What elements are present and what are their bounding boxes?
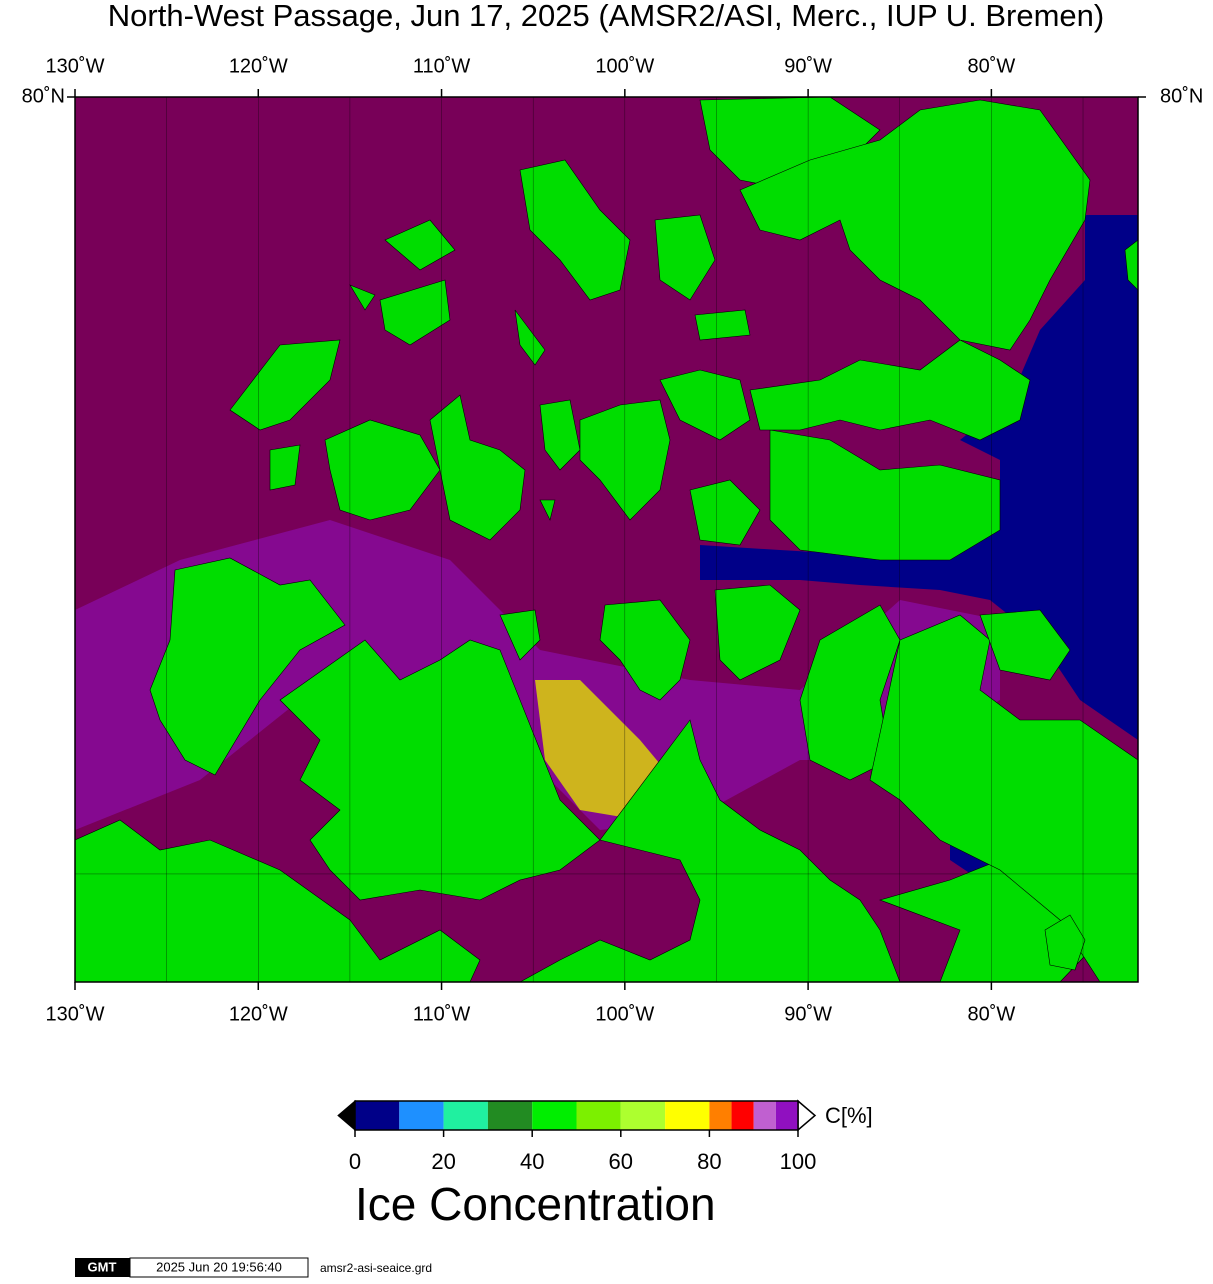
colorbar-segment — [443, 1101, 488, 1130]
map — [75, 97, 1138, 982]
colorbar-segment — [532, 1101, 577, 1130]
x-tick-label: 90˚W — [784, 55, 832, 77]
x-tick-label: 130˚W — [46, 1003, 105, 1025]
timestamp: 2025 Jun 20 19:56:40 — [156, 1259, 282, 1274]
colorbar-segment — [399, 1101, 444, 1130]
colorbar-tick-label: 0 — [349, 1149, 361, 1174]
colorbar-frame — [354, 1100, 799, 1131]
title: North-West Passage, Jun 17, 2025 (AMSR2/… — [108, 0, 1104, 33]
file-name: amsr2-asi-seaice.grd — [320, 1261, 432, 1275]
colorbar-segment — [731, 1101, 754, 1130]
open-water — [700, 215, 1138, 740]
colorbar-arrow — [797, 1099, 817, 1132]
x-tick-label: 100˚W — [595, 55, 654, 77]
x-tick-label: 110˚W — [413, 55, 471, 77]
logo: GMT — [88, 1259, 117, 1274]
colorbar-tick-label: 80 — [697, 1149, 721, 1174]
colorbar-tick-label: 60 — [609, 1149, 633, 1174]
colorbar-segment — [775, 1101, 798, 1130]
x-tick-label: 130˚W — [46, 55, 105, 77]
colorbar-segment — [487, 1101, 533, 1130]
land — [75, 97, 1138, 982]
colorbar-arrow — [337, 1099, 356, 1132]
y-tick-label: 80˚N — [22, 85, 65, 107]
logo-box — [75, 1258, 130, 1277]
x-tick-label: 120˚W — [229, 1003, 288, 1025]
colorbar-tick-label: 100 — [780, 1149, 817, 1174]
colorbar-tick-label: 20 — [431, 1149, 455, 1174]
colorbar-segment — [665, 1101, 710, 1130]
x-tick-label: 120˚W — [229, 55, 288, 77]
x-tick-label: 80˚W — [967, 1003, 1015, 1025]
x-tick-label: 80˚W — [967, 55, 1015, 77]
colorbar-title: Ice Concentration — [355, 1178, 716, 1230]
x-tick-label: 110˚W — [413, 1003, 471, 1025]
colorbar-segment — [576, 1101, 621, 1130]
colorbar-segment — [753, 1101, 776, 1130]
colorbar-segment — [709, 1101, 732, 1130]
timestamp-box — [129, 1257, 309, 1278]
colorbar-unit: C[%] — [825, 1103, 873, 1128]
colorbar-segment — [355, 1101, 400, 1130]
x-tick-label: 100˚W — [595, 1003, 654, 1025]
colorbar-segment — [620, 1101, 666, 1130]
x-tick-label: 90˚W — [784, 1003, 832, 1025]
y-tick-label: 80˚N — [1160, 85, 1203, 107]
colorbar-tick-label: 40 — [520, 1149, 544, 1174]
